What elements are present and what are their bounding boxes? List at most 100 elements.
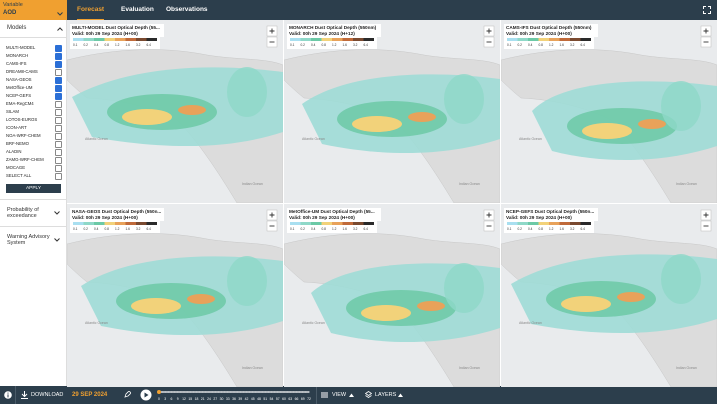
timeline-label[interactable]: 3 [164, 397, 166, 401]
tab[interactable]: Observations [166, 6, 208, 13]
checkbox[interactable] [55, 93, 62, 100]
timeline-handle[interactable] [157, 390, 161, 394]
checkbox[interactable] [55, 173, 62, 180]
checkbox[interactable] [55, 69, 62, 76]
map-label: Indian Ocean [676, 366, 697, 370]
timeline-label[interactable]: 69 [301, 397, 305, 401]
checkbox[interactable] [55, 45, 62, 52]
timeline-label[interactable]: 9 [177, 397, 179, 401]
timeline-label[interactable]: 51 [263, 397, 267, 401]
zoom-icon [269, 28, 275, 34]
play-button[interactable] [140, 389, 152, 401]
model-item[interactable]: ICON-ART [6, 124, 62, 132]
timeline-label[interactable]: 12 [182, 397, 186, 401]
apply-button[interactable]: APPLY [6, 184, 61, 193]
map-label: Atlantic Ocean [519, 137, 542, 141]
model-item[interactable]: ALADIN [6, 148, 62, 156]
checkbox[interactable] [55, 141, 62, 148]
model-item[interactable]: MONARCH [6, 52, 62, 60]
checkbox[interactable] [55, 165, 62, 172]
timeline-label[interactable]: 0 [158, 397, 160, 401]
fullscreen-icon[interactable] [703, 6, 711, 14]
tab[interactable]: Forecast [77, 0, 105, 20]
tab[interactable]: Evaluation [121, 6, 154, 13]
timeline-label[interactable]: 54 [270, 397, 274, 401]
legend-swatch [559, 38, 570, 41]
timeline-label[interactable]: 30 [220, 397, 224, 401]
map-panel[interactable]: Atlantic Ocean Indian Ocean NASA-GEOS Dust… [67, 204, 283, 387]
timeline-label[interactable]: 33 [226, 397, 230, 401]
map-panel[interactable]: Atlantic Ocean Indian Ocean NCEP-GEFS Dust… [501, 204, 717, 387]
timeline-label[interactable]: 18 [195, 397, 199, 401]
timeline[interactable]: 0 3 6 9 12 15 18 21 24 27 30 33 36 39 42 45 48 51 54 57 60 63… [155, 386, 315, 404]
model-item[interactable]: ZAMG-WRF-CHEM [6, 156, 62, 164]
map-label: Indian Ocean [242, 182, 263, 186]
map-label: Atlantic Ocean [302, 321, 325, 325]
model-item[interactable]: DREAM8-CAMS [6, 68, 62, 76]
timeline-label[interactable]: 24 [207, 397, 211, 401]
layers-button[interactable]: LAYERS [375, 392, 397, 398]
legend-tick: 3.2 [353, 227, 358, 231]
timeline-label[interactable]: 15 [188, 397, 192, 401]
timeline-label[interactable]: 57 [276, 397, 280, 401]
section-header[interactable]: Warning Advisory System [0, 226, 67, 253]
model-item[interactable]: MOCAGE [6, 164, 62, 172]
model-label: NCEP-GEFS [6, 93, 32, 98]
model-item[interactable]: SELECT ALL [6, 172, 62, 180]
timeline-label[interactable]: 36 [232, 397, 236, 401]
checkbox[interactable] [55, 109, 62, 116]
timeline-label[interactable]: 63 [288, 397, 292, 401]
model-item[interactable]: CAMS-IFS [6, 60, 62, 68]
map-panel[interactable]: Atlantic Ocean Indian Ocean MetOffice-UM D… [284, 204, 500, 387]
model-item[interactable]: MetOffice-UM [6, 84, 62, 92]
checkbox[interactable] [55, 53, 62, 60]
timeline-label[interactable]: 6 [171, 397, 173, 401]
section-header[interactable]: Probability of exceedance [0, 199, 67, 226]
model-item[interactable]: SILAM [6, 108, 62, 116]
timeline-label[interactable]: 42 [245, 397, 249, 401]
map-panel[interactable]: Atlantic Ocean Indian Ocean MONARCH Dust O… [284, 20, 500, 203]
view-button[interactable]: VIEW [332, 392, 347, 398]
model-item[interactable]: EMA-RegCM4 [6, 100, 62, 108]
checkbox[interactable] [55, 77, 62, 84]
model-item[interactable]: NASA-GEOS [6, 76, 62, 84]
info-icon[interactable] [4, 391, 12, 399]
timeline-dot [170, 391, 173, 393]
model-item[interactable]: MULTI-MODEL [6, 44, 62, 52]
timeline-label[interactable]: 21 [201, 397, 205, 401]
timeline-label[interactable]: 45 [251, 397, 255, 401]
timeline-dot [164, 391, 166, 393]
timeline-label[interactable]: 27 [213, 397, 217, 401]
map-panel[interactable]: Atlantic Ocean Indian Ocean MULTI-MODEL Du… [67, 20, 283, 203]
timeline-label[interactable]: 66 [295, 397, 299, 401]
checkbox[interactable] [55, 101, 62, 108]
timeline-label[interactable]: 39 [238, 397, 242, 401]
chevron[interactable] [57, 27, 63, 31]
checkbox[interactable] [55, 125, 62, 132]
edit-icon[interactable] [124, 391, 131, 398]
download-button[interactable]: DOWNLOAD [31, 392, 64, 398]
map-panel[interactable]: Atlantic Ocean Indian Ocean CAMS-IFS Dust … [501, 20, 717, 203]
checkbox[interactable] [55, 61, 62, 68]
timeline-label[interactable]: 72 [307, 397, 311, 401]
map-label: Atlantic Ocean [519, 321, 542, 325]
model-item[interactable]: LOTOS-EUROS [6, 116, 62, 124]
footer: DOWNLOAD 29 SEP 2024 0 3 6 9 12 15 18 21 24 27 30 3… [0, 386, 717, 404]
legend-swatch [321, 38, 332, 41]
checkbox[interactable] [55, 157, 62, 164]
zoom-icon [486, 28, 492, 34]
timeline-label[interactable]: 60 [282, 397, 286, 401]
model-item[interactable]: NOA-WRF-CHEM [6, 132, 62, 140]
checkbox[interactable] [55, 117, 62, 124]
checkbox[interactable] [55, 85, 62, 92]
date[interactable]: 29 SEP 2024 [72, 391, 108, 398]
model-item[interactable]: BRF-NEMO [6, 140, 62, 148]
checkbox[interactable] [55, 149, 62, 156]
checkbox[interactable] [55, 133, 62, 140]
map: Atlantic Ocean Indian Ocean [67, 209, 283, 387]
legend-swatch [570, 222, 581, 225]
model-item[interactable]: NCEP-GEFS [6, 92, 62, 100]
timeline-label[interactable]: 48 [257, 397, 261, 401]
variable-selector[interactable]: Variable AOD [0, 0, 67, 20]
timeline-dot [286, 391, 288, 393]
